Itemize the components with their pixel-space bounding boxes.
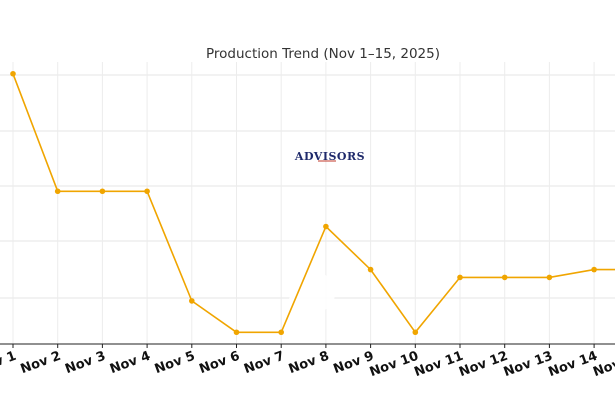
chart-title: Production Trend (Nov 1–15, 2025) [206,46,440,62]
x-tick-label-2: Nov 2 [19,349,63,377]
watermark-blob [288,272,336,314]
data-point-13 [546,274,553,281]
x-tick-label-4: Nov 4 [108,349,152,377]
advisors-watermark: ADVISORS [294,150,365,163]
data-point-1 [10,70,16,77]
data-point-3 [99,188,106,195]
data-points [10,70,597,336]
svg-text:ADVISORS: ADVISORS [294,150,365,163]
data-point-6 [233,329,240,336]
data-point-2 [54,188,61,195]
x-tick-label-11: Nov 11 [412,349,465,381]
x-tick-label-7: Nov 7 [242,349,286,377]
x-tick-label-1: Nov 1 [0,349,18,377]
x-tick-label-12: Nov 12 [457,349,510,381]
x-tick-label-3: Nov 3 [63,349,107,377]
data-point-9 [367,266,374,273]
x-tick-label-8: Nov 8 [287,349,331,377]
data-point-8 [323,223,329,230]
data-point-4 [144,188,150,195]
data-point-5 [189,298,195,304]
data-point-7 [278,329,285,336]
x-tick-label-13: Nov 13 [502,349,555,381]
x-tick-label-6: Nov 6 [197,349,241,377]
x-tick-label-10: Nov 10 [368,349,421,381]
data-point-10 [412,329,419,336]
x-tick-label-14: Nov 14 [547,349,600,381]
data-point-12 [501,274,508,281]
x-tick-label-5: Nov 5 [153,349,197,377]
data-point-14 [591,266,597,273]
x-tick-labels: Nov 1 Nov 2 Nov 3 Nov 4 Nov 5 Nov 6 Nov 7 Nov 8… [0,344,615,380]
data-point-11 [457,274,463,281]
